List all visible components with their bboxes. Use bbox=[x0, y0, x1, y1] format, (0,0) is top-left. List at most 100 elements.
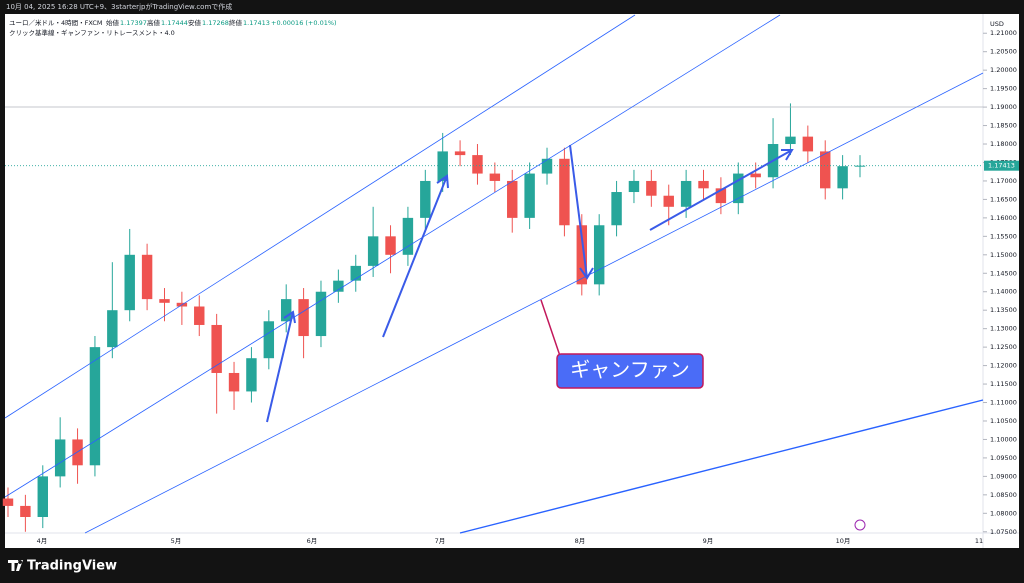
y-tick-label: 1.14500 bbox=[990, 269, 1017, 277]
candle-body bbox=[194, 306, 205, 325]
high-label: 高値 bbox=[147, 18, 161, 27]
candle-body bbox=[141, 254, 153, 300]
candle-body bbox=[698, 180, 709, 189]
gann-fan-line bbox=[459, 399, 984, 534]
arrow bbox=[569, 144, 594, 280]
y-tick-label: 1.15500 bbox=[990, 232, 1017, 240]
candle-body bbox=[437, 151, 448, 181]
candle-body bbox=[750, 173, 761, 178]
candle-body bbox=[559, 158, 570, 226]
currency: USD bbox=[990, 20, 1004, 28]
y-tick-label: 1.08000 bbox=[990, 509, 1017, 517]
open-value: 1.17397 bbox=[120, 19, 147, 27]
logo-text: TradingView bbox=[27, 559, 117, 574]
x-tick-label: 5月 bbox=[171, 537, 182, 545]
candle-body bbox=[663, 195, 674, 207]
gann-fan-line bbox=[4, 14, 781, 498]
x-tick-label: 8月 bbox=[575, 537, 586, 545]
candle-body bbox=[420, 180, 431, 218]
gann-fan-line bbox=[4, 14, 636, 419]
x-tick-label: 6月 bbox=[307, 537, 318, 545]
high-value: 1.17444 bbox=[161, 19, 188, 27]
candle-body bbox=[89, 347, 101, 466]
x-tick-label: 7月 bbox=[435, 537, 446, 545]
candle-body bbox=[54, 439, 66, 477]
x-tick-label: 4月 bbox=[37, 537, 48, 545]
candle-body bbox=[263, 321, 275, 359]
candle-body bbox=[333, 280, 344, 292]
close-label: 終値 bbox=[229, 18, 243, 27]
candle-body bbox=[385, 236, 396, 255]
plot bbox=[2, 103, 983, 532]
caption: 10月 04, 2025 16:28 UTC+9、3starterjpがTrad… bbox=[6, 2, 232, 11]
candle-body bbox=[72, 439, 83, 466]
y-tick-label: 1.12500 bbox=[990, 343, 1017, 351]
last-price-tag bbox=[984, 160, 1019, 171]
candle-body bbox=[576, 225, 588, 285]
logo-icon bbox=[8, 560, 23, 571]
candle-body bbox=[593, 225, 605, 285]
candle-body bbox=[802, 136, 814, 152]
candle-body bbox=[611, 192, 622, 226]
y-tick-label: 1.18500 bbox=[990, 122, 1017, 130]
candle-body bbox=[211, 324, 222, 373]
arrows bbox=[266, 144, 794, 423]
arrow bbox=[266, 310, 296, 423]
y-tick-label: 1.08500 bbox=[990, 491, 1017, 499]
candle-body bbox=[228, 372, 240, 392]
candle-body bbox=[367, 236, 379, 266]
y-tick-label: 1.11000 bbox=[990, 399, 1017, 407]
open-label: 始値 bbox=[106, 18, 120, 27]
y-tick-label: 1.16500 bbox=[990, 195, 1017, 203]
candle-body bbox=[628, 180, 640, 193]
drawings bbox=[4, 14, 984, 534]
y-tick-label: 1.12000 bbox=[990, 362, 1017, 370]
x-tick-label: 11 bbox=[975, 537, 983, 545]
candle-body bbox=[680, 180, 692, 207]
y-tick-label: 1.07500 bbox=[990, 528, 1017, 536]
candle-body bbox=[107, 310, 118, 348]
change: +0.00016 (+0.01%) bbox=[271, 19, 337, 27]
callout-line bbox=[540, 299, 561, 357]
y-tick-label: 1.11500 bbox=[990, 380, 1017, 388]
close-value: 1.17413 bbox=[243, 19, 270, 27]
y-tick-label: 1.13500 bbox=[990, 306, 1017, 314]
x-tick-label: 10月 bbox=[836, 537, 851, 545]
y-tick-label: 1.19500 bbox=[990, 85, 1017, 93]
candle-body bbox=[298, 299, 309, 337]
candle-body bbox=[820, 151, 831, 189]
legend: ユーロ／米ドル・4時間・FXCM 始値 1.17397 高値 1.17444 安… bbox=[9, 18, 337, 37]
callout-text: ギャンファン bbox=[570, 358, 689, 382]
symbol: ユーロ／米ドル・4時間・FXCM bbox=[9, 18, 103, 27]
y-tick-label: 1.17000 bbox=[990, 177, 1017, 185]
y-tick-label: 1.18000 bbox=[990, 140, 1017, 148]
candle-body bbox=[733, 173, 744, 204]
y-tick-label: 1.14000 bbox=[990, 288, 1017, 296]
candle-body bbox=[785, 136, 796, 145]
y-tick-label: 1.09500 bbox=[990, 454, 1017, 462]
event-icon[interactable] bbox=[854, 519, 866, 531]
candle-body bbox=[280, 299, 292, 322]
y-tick-label: 1.19000 bbox=[990, 103, 1017, 111]
arrow bbox=[649, 149, 794, 231]
candle-body bbox=[124, 254, 135, 311]
gann-fan-line bbox=[84, 72, 984, 534]
candle-body bbox=[715, 188, 727, 204]
y-tick-label: 1.20500 bbox=[990, 48, 1017, 56]
logo: TradingView bbox=[8, 559, 117, 574]
candle-body bbox=[489, 173, 501, 181]
y-tick-label: 1.21000 bbox=[990, 29, 1017, 37]
y-tick-label: 1.09000 bbox=[990, 472, 1017, 480]
candle-body bbox=[646, 180, 657, 196]
candle-body bbox=[507, 180, 518, 218]
x-tick-label: 9月 bbox=[703, 537, 714, 545]
candle-body bbox=[454, 151, 466, 156]
candle-body bbox=[472, 155, 483, 174]
callout-box bbox=[556, 353, 704, 389]
candle-body bbox=[159, 299, 170, 303]
low-value: 1.17268 bbox=[202, 19, 229, 27]
candle-body bbox=[246, 358, 257, 392]
candle-body bbox=[541, 158, 553, 174]
candle-body bbox=[854, 165, 866, 167]
